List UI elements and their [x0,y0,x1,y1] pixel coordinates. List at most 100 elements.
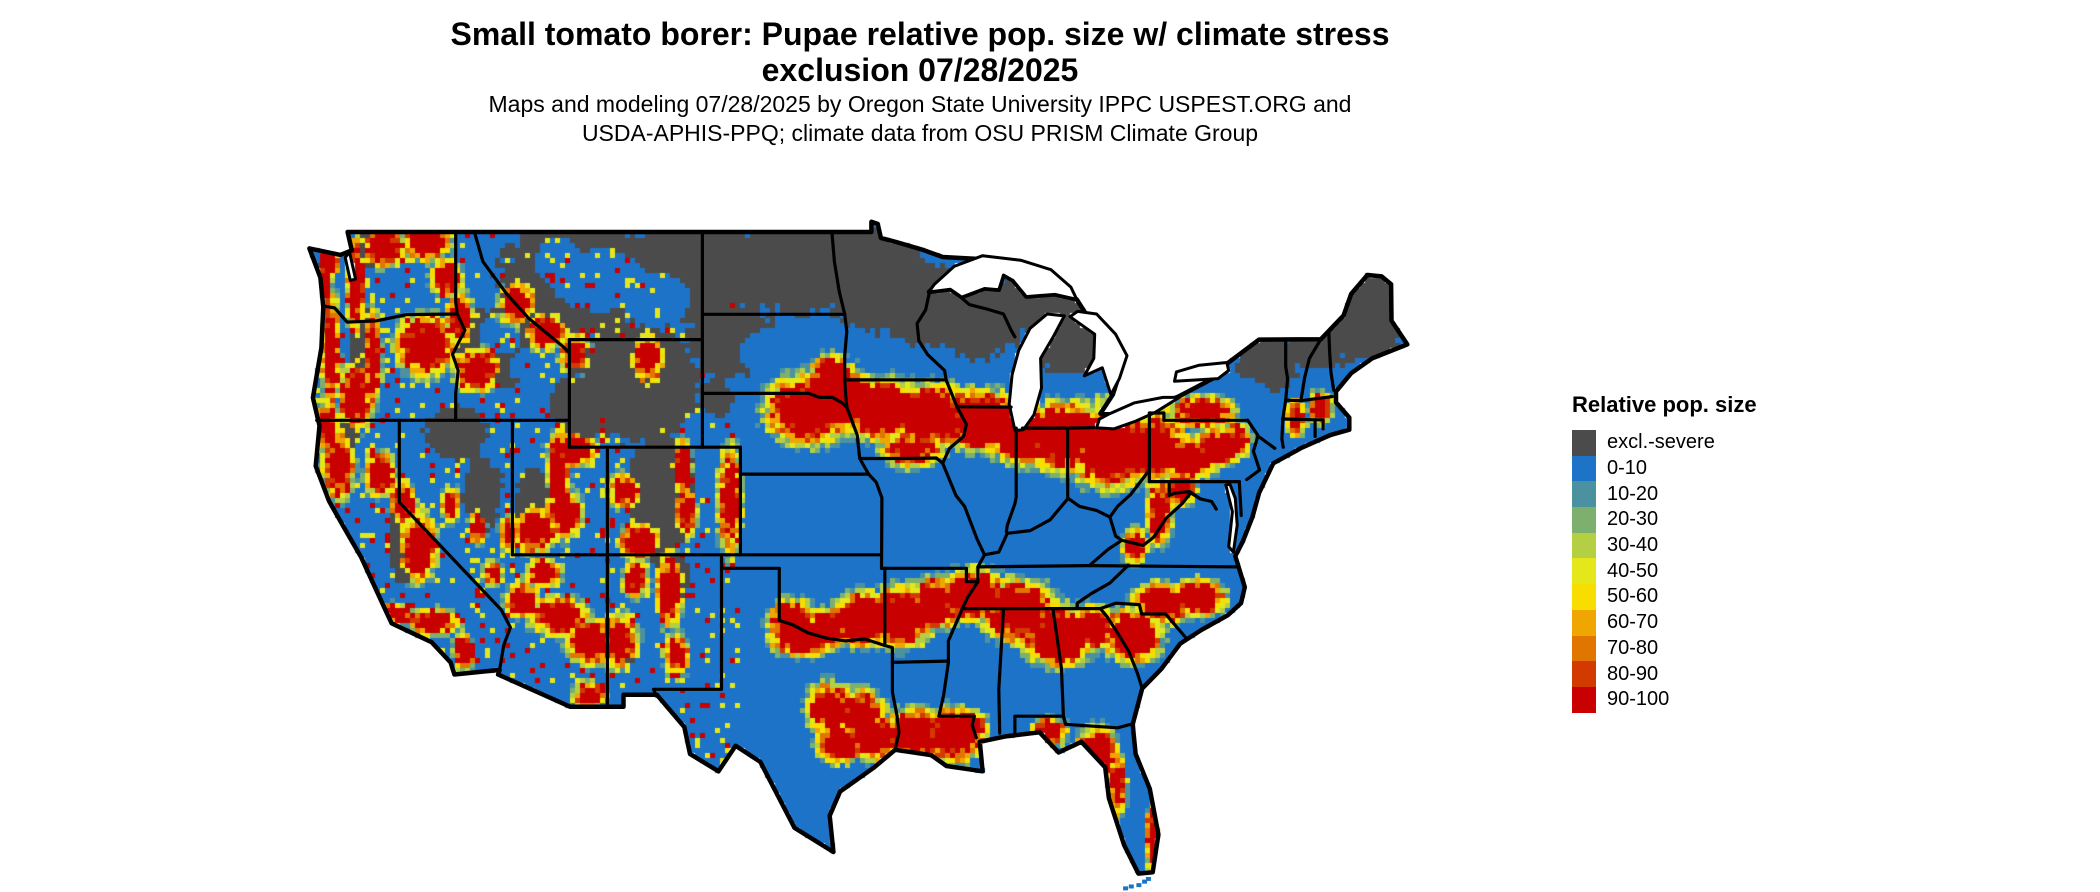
legend-label: 20-30 [1607,508,1659,531]
state-border [937,553,987,718]
state-border [472,230,571,355]
legend-label: 60-70 [1607,611,1659,634]
state-border [830,230,847,316]
legend-swatch [1572,686,1596,713]
legend-item: 80-90 [1572,661,1757,687]
state-border [843,312,849,382]
state-border [1075,564,1130,611]
state-border [858,456,945,465]
state-border [955,405,1013,409]
state-border [937,714,978,740]
state-border [1258,435,1277,450]
state-border [1237,480,1243,518]
legend-item: excl.-severe [1572,430,1757,456]
map-title: Small tomato borer: Pupae relative pop. … [420,16,1420,88]
legend-swatch [1572,532,1596,559]
legend-item: 30-40 [1572,532,1757,559]
legend-label: 90-100 [1607,688,1670,711]
state-border [1020,426,1096,430]
lake-shape [1095,395,1181,431]
lake-shape [1007,312,1066,432]
state-borders-overlay [307,219,1410,891]
legend-swatch [1572,430,1596,456]
state-border [1013,714,1065,737]
legend-item: 50-60 [1572,584,1757,610]
map-subtitle-line1: Maps and modeling 07/28/2025 by Oregon S… [488,91,1352,117]
florida-keys-island [1145,876,1151,881]
legend-swatch [1572,481,1596,508]
state-border [1245,418,1262,482]
state-border [1281,417,1325,431]
state-border [1167,480,1218,511]
legend-label: 30-40 [1607,534,1659,557]
state-border [1004,426,1018,534]
state-border [1098,607,1144,691]
legend-swatch [1572,455,1596,482]
legend-title: Relative pop. size [1572,392,1757,417]
legend-label: 80-90 [1607,662,1659,685]
us-map [280,218,1420,892]
state-border [879,566,980,584]
state-border [997,607,1006,735]
lake-shape [927,254,1079,301]
legend-swatch [1572,507,1596,533]
legend-item: 0-10 [1572,455,1757,482]
legend-label: excl.-severe [1607,431,1715,454]
lake-shape [1224,482,1239,554]
map-title-line1: Small tomato borer: Pupae relative pop. … [450,16,1390,52]
florida-keys-island [1142,879,1148,884]
legend-swatch [1572,661,1596,687]
state-border [1327,329,1336,392]
state-border [700,391,849,409]
map-title-line2: exclusion 07/28/2025 [761,52,1079,88]
state-border [321,304,459,324]
state-border [1051,607,1068,726]
state-border [941,461,987,557]
lake-shape [1068,309,1129,397]
legend-label: 40-50 [1607,559,1659,582]
state-border [720,566,887,648]
state-border [1284,337,1290,402]
state-border [960,296,1017,339]
legend: Relative pop. size excl.-severe 0-10 10-20… [1572,392,1757,713]
state-border [1120,491,1202,547]
state-border [651,553,724,697]
legend-items: excl.-severe 0-10 10-20 20-30 30-40 40-50 50-6… [1572,430,1757,713]
state-border [1087,515,1124,568]
legend-item: 20-30 [1572,507,1757,533]
legend-label: 70-80 [1607,636,1659,659]
legend-label: 10-20 [1607,482,1659,505]
legend-swatch [1572,635,1596,662]
state-border [1280,417,1285,449]
legend-label: 0-10 [1607,457,1648,480]
state-border [454,230,459,316]
florida-keys-island [1128,884,1134,889]
legend-item: 90-100 [1572,686,1757,713]
map-subtitle: Maps and modeling 07/28/2025 by Oregon S… [420,90,1420,148]
legend-item: 70-80 [1572,635,1757,662]
florida-keys-island [1136,883,1142,888]
state-border [1284,395,1334,403]
state-border [941,378,968,465]
map-subtitle-line2: USDA-APHIS-PPQ; climate data from OSU PR… [581,120,1259,146]
state-border [1098,601,1189,641]
conus-outline [307,219,1410,876]
legend-swatch [1572,609,1596,636]
legend-swatch [1572,584,1596,610]
state-border [915,290,948,382]
state-border [982,468,1151,557]
state-border [883,643,901,752]
legend-swatch [1572,558,1596,585]
legend-item: 40-50 [1572,558,1757,585]
state-border [1061,714,1134,730]
legend-item: 60-70 [1572,609,1757,636]
state-border [1281,398,1288,421]
state-border [1299,337,1323,403]
lake-shape [1173,361,1231,383]
legend-label: 50-60 [1607,585,1659,608]
state-border [397,418,512,672]
state-border [1147,411,1250,422]
state-border [450,312,467,422]
state-border [976,564,1239,569]
